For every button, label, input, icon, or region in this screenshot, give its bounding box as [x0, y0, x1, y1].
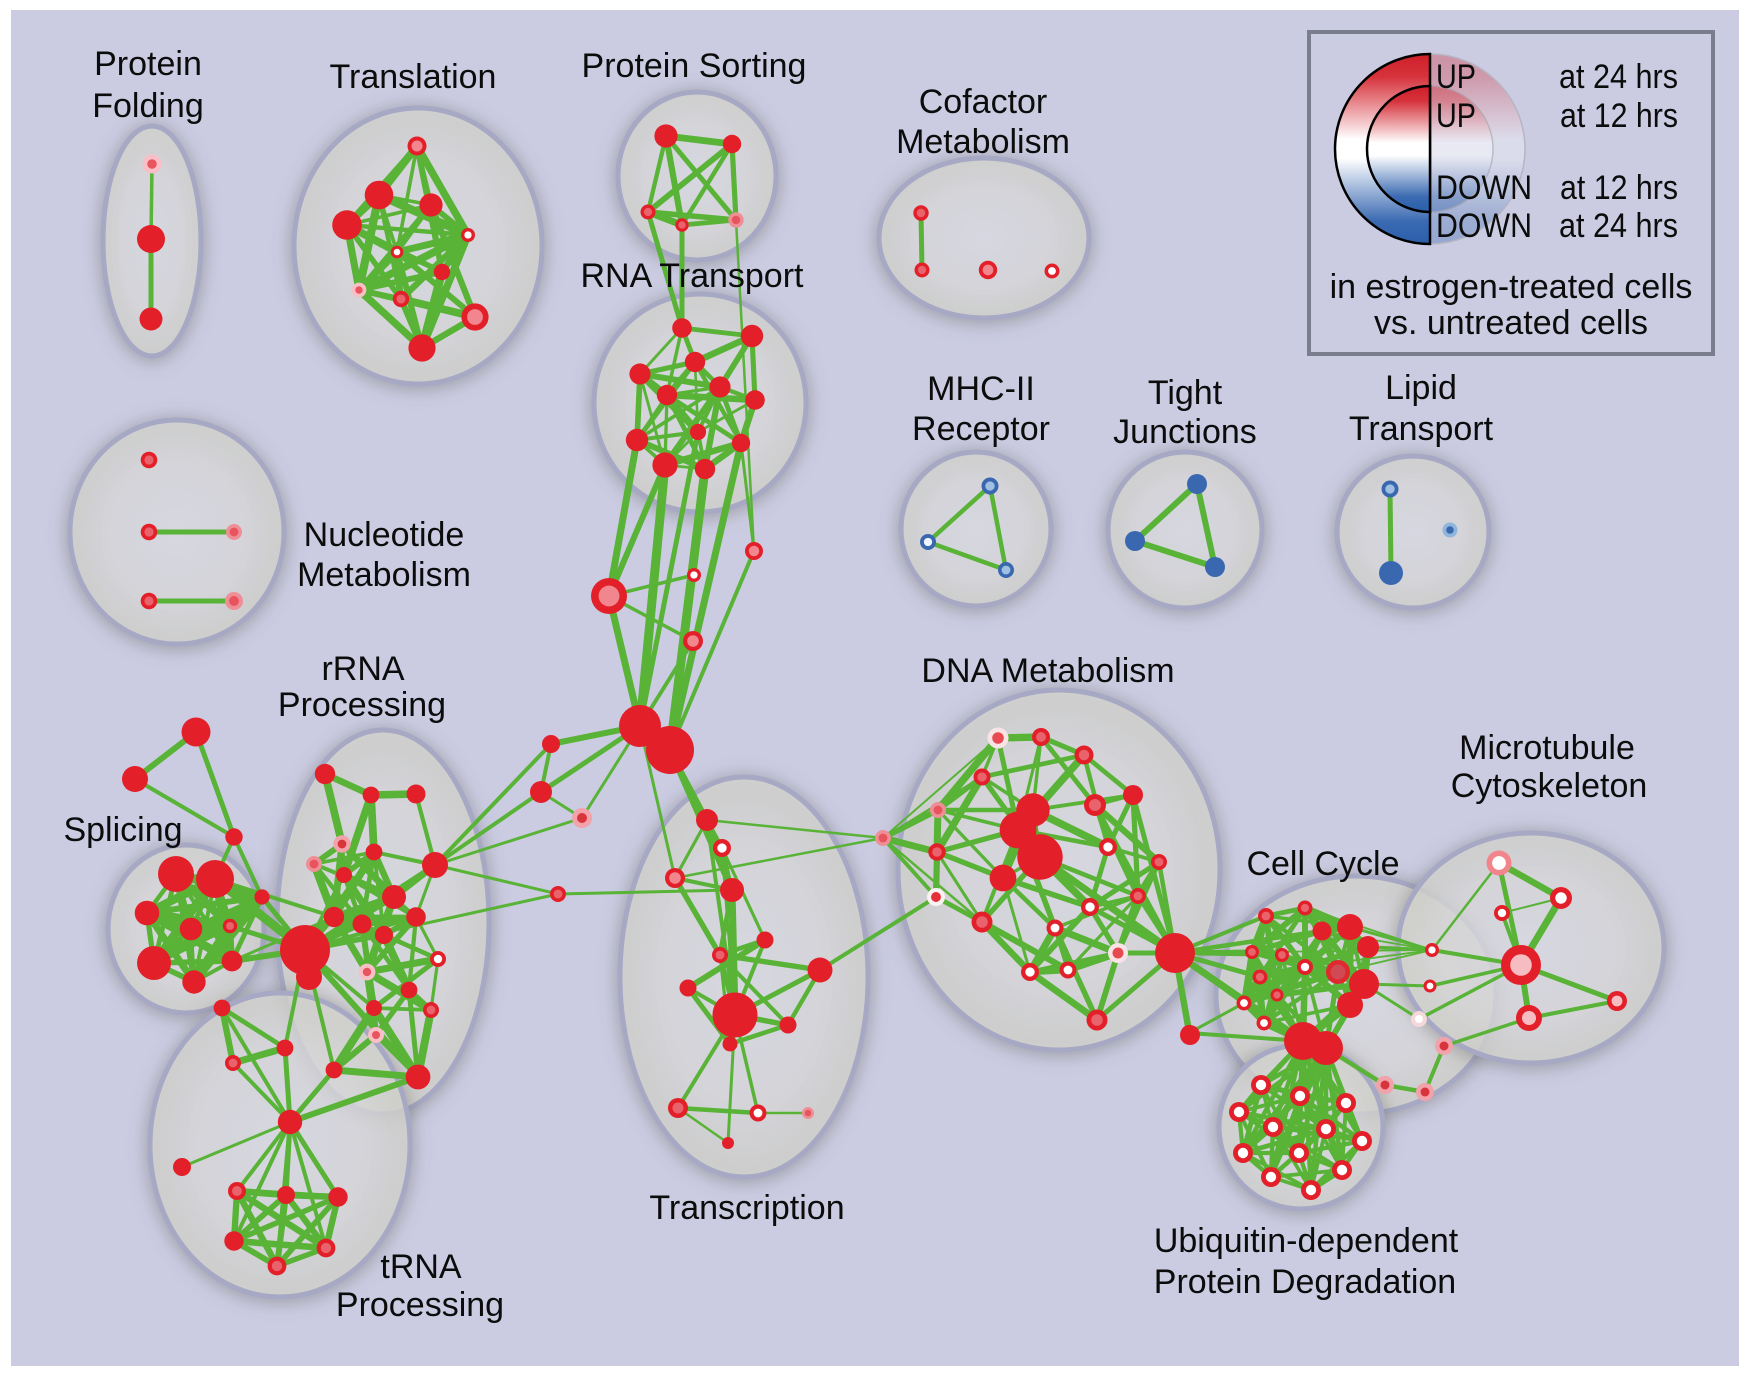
svg-text:Transcription: Transcription: [649, 1189, 844, 1227]
svg-text:UP: UP: [1436, 97, 1476, 135]
svg-text:MHC-II: MHC-II: [927, 370, 1035, 408]
svg-text:rRNA: rRNA: [321, 650, 404, 688]
svg-text:Metabolism: Metabolism: [297, 556, 471, 594]
svg-text:Nucleotide: Nucleotide: [304, 516, 465, 554]
svg-text:Ubiquitin-dependent: Ubiquitin-dependent: [1154, 1222, 1459, 1260]
svg-text:Protein Degradation: Protein Degradation: [1154, 1263, 1456, 1301]
svg-text:RNA Transport: RNA Transport: [581, 257, 805, 295]
svg-text:Lipid: Lipid: [1385, 369, 1457, 407]
svg-text:at 24 hrs: at 24 hrs: [1559, 58, 1678, 96]
svg-text:Transport: Transport: [1349, 410, 1494, 448]
svg-text:Processing: Processing: [278, 686, 446, 724]
svg-text:DNA Metabolism: DNA Metabolism: [921, 652, 1174, 690]
svg-text:at 12 hrs: at 12 hrs: [1560, 97, 1678, 135]
svg-text:Receptor: Receptor: [912, 410, 1050, 448]
svg-text:at 24 hrs: at 24 hrs: [1559, 207, 1678, 245]
svg-text:DOWN: DOWN: [1436, 207, 1532, 245]
svg-text:tRNA: tRNA: [380, 1248, 462, 1286]
svg-text:Tight: Tight: [1148, 374, 1223, 412]
svg-text:Cell Cycle: Cell Cycle: [1246, 845, 1399, 883]
svg-text:at 12 hrs: at 12 hrs: [1560, 169, 1678, 207]
svg-text:Translation: Translation: [330, 58, 497, 96]
svg-text:DOWN: DOWN: [1436, 169, 1532, 207]
svg-text:Processing: Processing: [336, 1286, 504, 1324]
svg-text:Cofactor: Cofactor: [919, 83, 1048, 121]
svg-text:vs. untreated cells: vs. untreated cells: [1374, 304, 1648, 342]
svg-text:Microtubule: Microtubule: [1459, 729, 1635, 767]
svg-text:Protein: Protein: [94, 45, 202, 83]
svg-text:Junctions: Junctions: [1113, 413, 1257, 451]
svg-text:Protein Sorting: Protein Sorting: [582, 47, 807, 85]
svg-text:Splicing: Splicing: [63, 811, 182, 849]
svg-text:Folding: Folding: [92, 87, 204, 125]
svg-text:Cytoskeleton: Cytoskeleton: [1451, 767, 1648, 805]
svg-text:UP: UP: [1436, 58, 1476, 96]
svg-text:in estrogen-treated cells: in estrogen-treated cells: [1330, 268, 1693, 306]
svg-text:Metabolism: Metabolism: [896, 123, 1070, 161]
